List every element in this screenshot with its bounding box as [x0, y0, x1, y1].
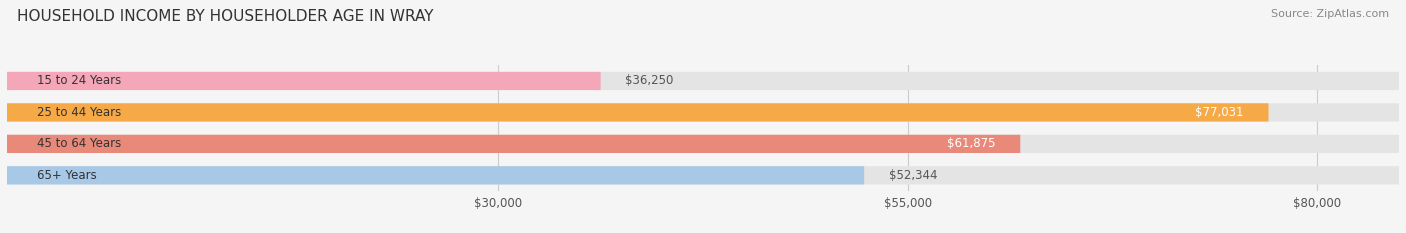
Text: 25 to 44 Years: 25 to 44 Years: [37, 106, 121, 119]
Text: 15 to 24 Years: 15 to 24 Years: [37, 75, 121, 87]
FancyBboxPatch shape: [7, 135, 1399, 153]
FancyBboxPatch shape: [7, 72, 1399, 90]
FancyBboxPatch shape: [7, 166, 865, 185]
Text: HOUSEHOLD INCOME BY HOUSEHOLDER AGE IN WRAY: HOUSEHOLD INCOME BY HOUSEHOLDER AGE IN W…: [17, 9, 433, 24]
FancyBboxPatch shape: [7, 166, 1399, 185]
FancyBboxPatch shape: [7, 103, 1399, 122]
Text: $61,875: $61,875: [948, 137, 995, 150]
Text: 65+ Years: 65+ Years: [37, 169, 96, 182]
Text: 45 to 64 Years: 45 to 64 Years: [37, 137, 121, 150]
FancyBboxPatch shape: [7, 135, 1021, 153]
Text: $77,031: $77,031: [1195, 106, 1244, 119]
Text: $52,344: $52,344: [889, 169, 938, 182]
Text: $36,250: $36,250: [626, 75, 673, 87]
Text: Source: ZipAtlas.com: Source: ZipAtlas.com: [1271, 9, 1389, 19]
FancyBboxPatch shape: [7, 72, 600, 90]
FancyBboxPatch shape: [7, 103, 1268, 122]
